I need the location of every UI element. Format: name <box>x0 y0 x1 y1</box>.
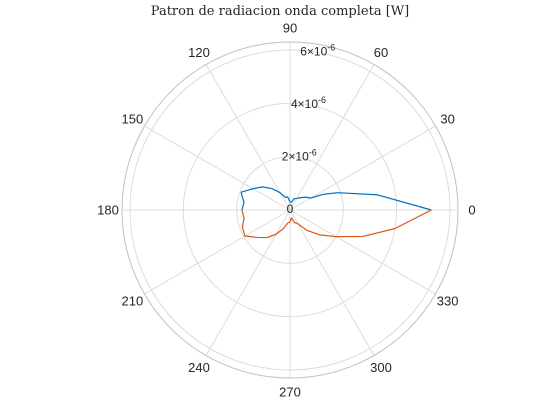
theta-tick-label: 300 <box>370 360 392 375</box>
theta-tick-label: 90 <box>283 21 297 36</box>
spoke-120 <box>205 64 291 211</box>
theta-tick-label: 30 <box>440 112 454 127</box>
polar-grid <box>121 41 459 379</box>
r-tick-label: 2×10-6 <box>282 147 317 163</box>
axis-labels: 0 30 60 90 120 150 180 210 240 270 300 330 0 2×10-6 4×… <box>97 21 475 400</box>
theta-tick-label: 60 <box>374 45 388 60</box>
r-grid-circle <box>236 156 344 264</box>
theta-tick-label: 210 <box>122 294 144 309</box>
r-tick-label: 4×10-6 <box>291 95 326 111</box>
r-tick-label: 0 <box>287 202 294 216</box>
r-grid-circle <box>129 49 451 371</box>
theta-tick-label: 240 <box>188 360 210 375</box>
spoke-240 <box>205 209 291 356</box>
spoke-150 <box>144 125 291 211</box>
theta-tick-label: 180 <box>97 203 119 218</box>
theta-tick-label: 120 <box>188 45 210 60</box>
series-line-2 <box>241 209 432 239</box>
spoke-30 <box>289 125 436 211</box>
series-line-1 <box>240 186 432 211</box>
spoke-330 <box>289 209 436 295</box>
spoke-210 <box>144 209 291 295</box>
r-tick-label: 6×10-6 <box>300 42 335 58</box>
spoke-300 <box>289 209 375 356</box>
chart-title: Patron de radiacion onda completa [W] <box>151 4 409 19</box>
theta-tick-label: 330 <box>437 294 459 309</box>
spoke-60 <box>289 64 375 211</box>
r-grid-circle <box>182 102 398 318</box>
series-layer <box>240 186 432 239</box>
theta-tick-label: 0 <box>468 203 475 218</box>
theta-tick-label: 270 <box>279 385 301 400</box>
outer-circle <box>121 41 459 379</box>
theta-tick-label: 150 <box>122 112 144 127</box>
